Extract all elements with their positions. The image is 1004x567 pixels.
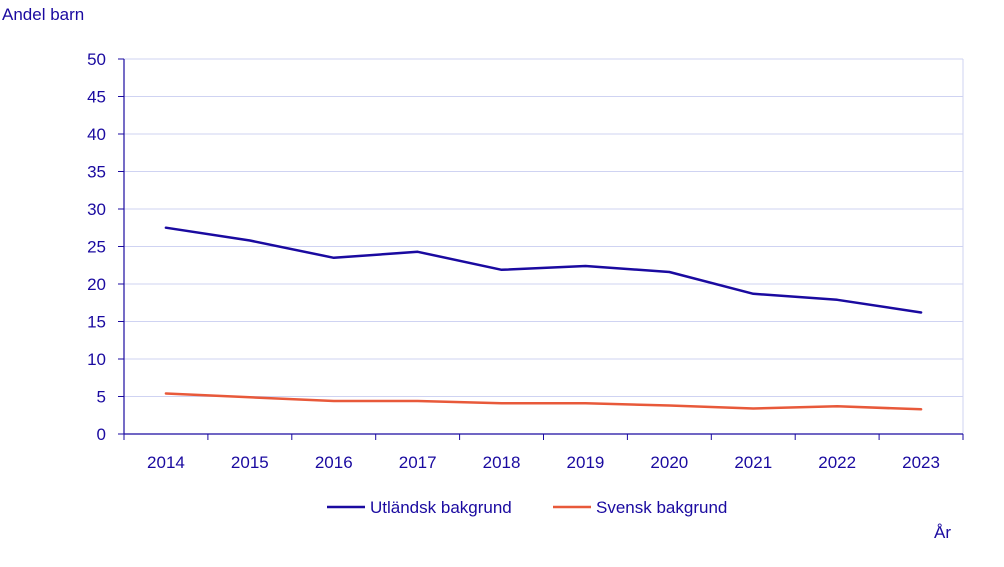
x-tick-label: 2019 xyxy=(567,453,605,472)
series-line-2 xyxy=(164,392,923,411)
y-tick-label: 25 xyxy=(87,238,106,257)
y-tick-label: 40 xyxy=(87,125,106,144)
series-lines xyxy=(164,226,923,411)
series-line-1 xyxy=(164,226,923,314)
y-axis-label: Andel barn xyxy=(2,5,84,24)
x-axis-label: År xyxy=(934,523,951,542)
x-tick-label: 2020 xyxy=(650,453,688,472)
y-tick-label: 30 xyxy=(87,200,106,219)
x-tick-label: 2021 xyxy=(734,453,772,472)
x-tick-labels: 2014 2015 2016 2017 2018 2019 2020 2021 2022 2023 xyxy=(147,453,940,472)
y-tick-label: 10 xyxy=(87,350,106,369)
y-tick-label: 0 xyxy=(97,425,106,444)
legend: Utländsk bakgrund Svensk bakgrund xyxy=(327,498,727,517)
y-tick-label: 20 xyxy=(87,275,106,294)
x-tick-label: 2017 xyxy=(399,453,437,472)
x-tick-label: 2014 xyxy=(147,453,185,472)
x-tick-label: 2023 xyxy=(902,453,940,472)
y-tick-label: 35 xyxy=(87,163,106,182)
y-tick-label: 45 xyxy=(87,88,106,107)
y-tick-label: 50 xyxy=(87,50,106,69)
legend-label: Svensk bakgrund xyxy=(596,498,727,517)
y-tick-labels: 0 5 10 15 20 25 30 35 40 45 50 xyxy=(87,50,106,444)
axes xyxy=(118,58,964,440)
x-tick-label: 2018 xyxy=(483,453,521,472)
y-tick-label: 5 xyxy=(97,388,106,407)
x-tick-label: 2015 xyxy=(231,453,269,472)
y-tick-label: 15 xyxy=(87,313,106,332)
x-tick-label: 2016 xyxy=(315,453,353,472)
legend-label: Utländsk bakgrund xyxy=(370,498,512,517)
x-tick-label: 2022 xyxy=(818,453,856,472)
gridlines xyxy=(124,58,964,434)
